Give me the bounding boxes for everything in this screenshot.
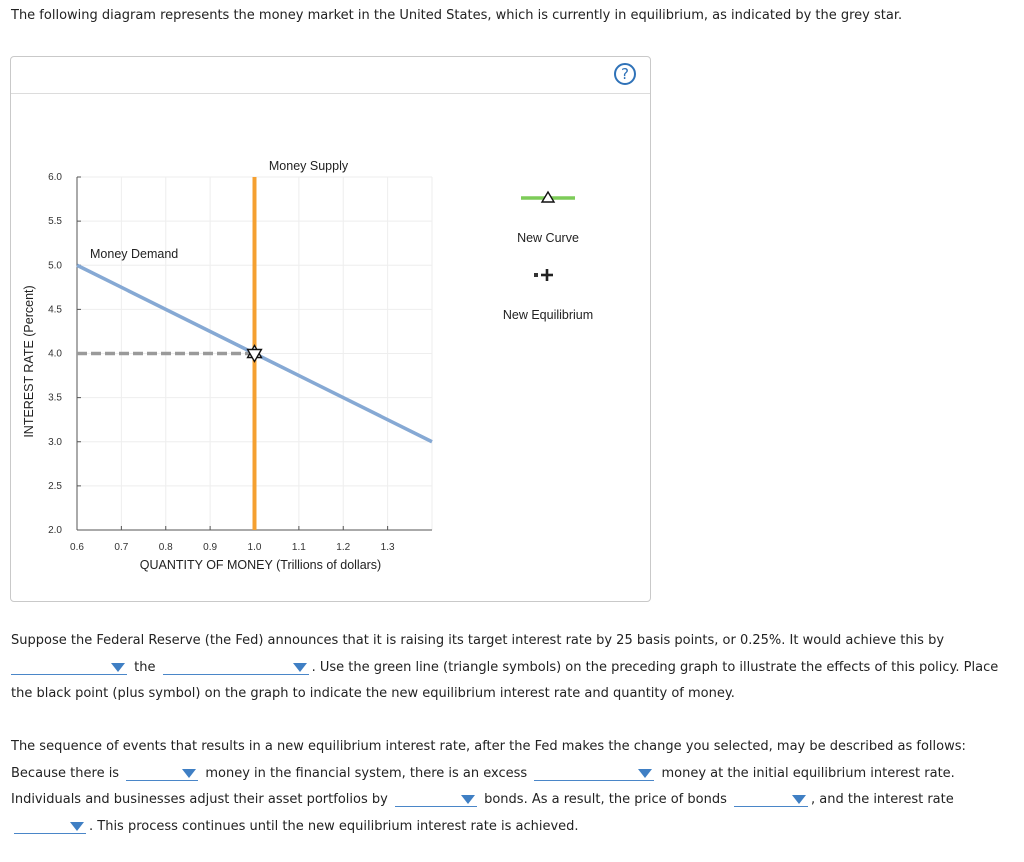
y-tick-label: 5.5 <box>48 216 62 227</box>
question-2-text-a: The sequence of events that results in a… <box>11 739 966 781</box>
help-icon[interactable]: ? <box>614 63 636 85</box>
x-tick-label: 0.9 <box>203 542 217 553</box>
money-supply-label: Money Supply <box>269 159 349 173</box>
chevron-down-icon <box>792 795 806 804</box>
x-tick-label: 0.6 <box>70 542 84 553</box>
method-dropdown[interactable] <box>11 658 127 675</box>
new-equilibrium-label: New Equilibrium <box>503 308 593 322</box>
chevron-down-icon <box>182 768 197 778</box>
action-dropdown[interactable] <box>162 658 309 675</box>
new-curve-tool[interactable] <box>521 190 575 203</box>
y-tick-label: 4.0 <box>48 349 62 360</box>
y-tick-label: 6.0 <box>48 172 62 183</box>
x-tick-label: 1.1 <box>292 542 306 553</box>
panel-header: ? <box>11 57 650 94</box>
y-tick-label: 3.5 <box>48 393 62 404</box>
x-tick-label: 0.8 <box>159 542 173 553</box>
question-2-text-c: money at the initial equilibrium interes… <box>11 765 955 808</box>
new-equilibrium-tool[interactable] <box>534 269 553 281</box>
y-tick-label: 5.0 <box>48 260 62 271</box>
graph-panel: ? <box>10 56 651 602</box>
y-tick-label: 4.5 <box>48 304 62 315</box>
question-1-text-b: the <box>134 659 156 675</box>
y-tick-label: 3.0 <box>48 437 62 448</box>
money-demand-label: Money Demand <box>90 247 178 261</box>
y-axis-title: INTEREST RATE (Percent) <box>22 285 36 437</box>
interest-rate-dropdown[interactable] <box>14 817 86 834</box>
question-2-text-b: money in the financial system, there is … <box>205 765 528 781</box>
chevron-down-icon <box>638 768 653 778</box>
question-2-text-e: , and the interest rate <box>811 792 954 807</box>
question-1-text-a: Suppose the Federal Reserve (the Fed) an… <box>11 633 945 648</box>
chevron-down-icon <box>70 821 84 831</box>
chevron-down-icon <box>292 662 307 672</box>
question-2: The sequence of events that results in a… <box>11 734 1021 840</box>
y-tick-label: 2.5 <box>48 481 62 492</box>
portfolio-dropdown[interactable] <box>394 790 477 807</box>
question-1: Suppose the Federal Reserve (the Fed) an… <box>11 628 1021 708</box>
excess-dropdown[interactable] <box>534 764 655 781</box>
y-tick-label: 2.0 <box>48 525 62 536</box>
x-axis-title: QUANTITY OF MONEY (Trillions of dollars) <box>140 558 381 572</box>
x-tick-label: 1.2 <box>336 542 350 553</box>
chevron-down-icon <box>460 795 475 804</box>
x-tick-label: 1.3 <box>381 542 395 553</box>
question-2-text-f: . This process continues until the new e… <box>89 818 579 834</box>
chevron-down-icon <box>111 662 125 672</box>
bond-price-dropdown[interactable] <box>734 790 808 807</box>
x-tick-label: 1.0 <box>248 542 262 553</box>
intro-text: The following diagram represents the mon… <box>11 8 903 23</box>
question-1-text-c: . Use the green line (triangle symbols) … <box>11 659 999 702</box>
equilibrium-star-icon <box>246 348 263 363</box>
x-tick-label: 0.7 <box>114 542 128 553</box>
triangle-icon <box>540 190 556 203</box>
dot-icon <box>534 273 538 277</box>
question-2-text-d: bonds. As a result, the price of bonds <box>484 792 727 807</box>
new-curve-label: New Curve <box>517 231 579 245</box>
money-change-dropdown[interactable] <box>126 764 199 781</box>
